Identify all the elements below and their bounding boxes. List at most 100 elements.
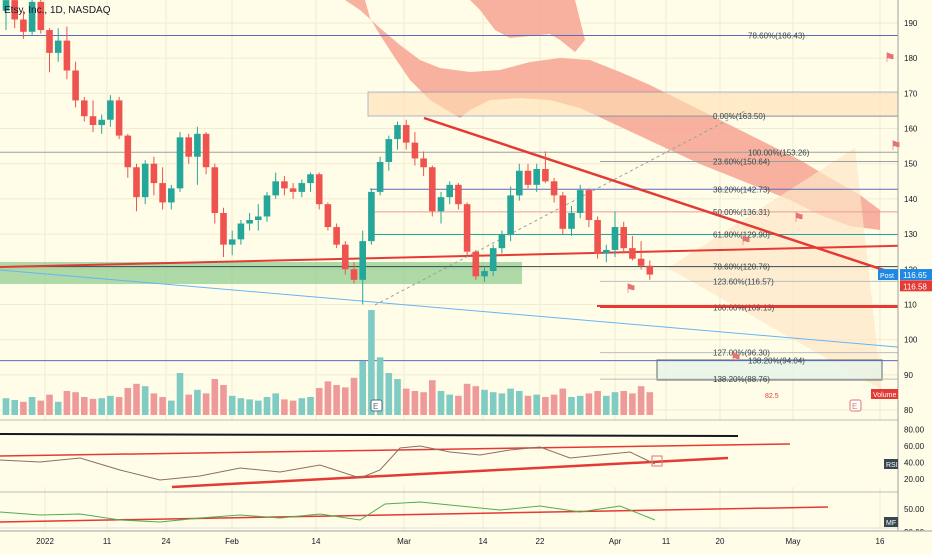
candle	[481, 267, 488, 282]
candle	[315, 172, 323, 210]
candle-body	[507, 195, 514, 235]
candle	[437, 191, 445, 224]
post-tag	[878, 269, 898, 281]
x-tick-label: 11	[662, 537, 671, 546]
candle	[350, 262, 358, 284]
x-tick-label: 2022	[36, 537, 54, 546]
volume-bar	[516, 391, 523, 415]
rsi-line	[0, 445, 656, 481]
candle	[220, 207, 227, 257]
candle-body	[455, 184, 462, 205]
y-tick-label: 160	[904, 125, 918, 134]
x-tick-label: Apr	[609, 537, 622, 546]
candle	[246, 212, 253, 231]
candle-body	[63, 40, 71, 71]
volume-value: 82.5	[765, 393, 779, 400]
support-zone	[0, 262, 522, 284]
candle-body	[402, 125, 410, 143]
volume-bar	[20, 401, 27, 415]
candle	[89, 100, 97, 133]
support-trend-line[interactable]	[0, 244, 932, 268]
x-tick-label: Mar	[397, 537, 411, 546]
y-tick-label: 90	[904, 371, 913, 380]
candle-body	[594, 220, 601, 254]
candle	[498, 230, 506, 254]
candle	[394, 121, 401, 150]
fib-level-label: 38.20%(142.73)	[713, 185, 770, 194]
flag-icon: ⚑	[890, 138, 902, 153]
flag-icon: ⚑	[740, 233, 752, 248]
y-tick-label: 110	[904, 300, 917, 309]
volume-bar	[324, 381, 332, 415]
x-tick-label: 20	[716, 537, 725, 546]
volume-bar	[159, 397, 166, 415]
candle	[298, 179, 306, 198]
volume-bar	[368, 310, 375, 415]
candle	[237, 220, 245, 245]
volume-bar	[72, 392, 79, 415]
candle-body	[646, 265, 654, 275]
volume-bar	[507, 388, 514, 415]
fib-level-label: 100.00%(153.26)	[748, 148, 810, 157]
candle-body	[350, 269, 358, 280]
volume-bar	[550, 394, 558, 415]
x-tick-label: 16	[876, 537, 885, 546]
time-axis[interactable]	[0, 531, 932, 550]
candle	[620, 221, 627, 254]
candle	[324, 202, 332, 231]
candle	[455, 183, 462, 210]
candle-body	[533, 169, 540, 185]
candle-body	[463, 204, 471, 252]
y-tick-label: 190	[904, 19, 918, 28]
candle	[255, 204, 262, 231]
ichimoku-cloud-upper	[470, 0, 585, 52]
fib-level-label: 78.60%(186.43)	[748, 32, 805, 41]
volume-bar	[611, 392, 619, 415]
candle	[646, 260, 654, 280]
candle	[281, 176, 288, 196]
candle-body	[620, 227, 627, 249]
rsi-marker[interactable]	[651, 455, 663, 467]
candle	[168, 184, 175, 210]
volume-bar	[342, 387, 349, 415]
candle-body	[429, 167, 436, 212]
candle	[272, 172, 279, 199]
mfi-tag	[884, 517, 898, 527]
candle-body	[550, 181, 558, 196]
earnings-marker[interactable]	[370, 399, 383, 412]
candle	[376, 156, 384, 196]
volume-bar	[168, 400, 175, 415]
volume-bar	[576, 395, 584, 415]
volume-bar	[620, 391, 627, 415]
earnings-marker-future[interactable]	[849, 399, 862, 412]
volume-bar	[89, 398, 97, 415]
y-tick-label: 80	[904, 406, 913, 415]
volume-bar	[141, 386, 149, 415]
mfi-trend-line	[0, 506, 829, 523]
candle	[507, 186, 514, 242]
volume-bar	[46, 394, 53, 415]
candle-body	[637, 258, 645, 266]
volume-bar	[559, 388, 567, 415]
candle-body	[576, 190, 584, 213]
volume-bar	[498, 393, 506, 415]
candle-body	[237, 223, 245, 240]
candle-body	[368, 191, 375, 242]
candle-body	[185, 137, 192, 157]
volume-bar	[594, 391, 601, 415]
long-trend-line[interactable]	[0, 269, 932, 351]
volume-bar	[176, 373, 184, 415]
candle-body	[446, 184, 453, 198]
volume-bar	[220, 385, 227, 415]
volume-bar	[472, 386, 480, 415]
volume-bar	[298, 398, 306, 415]
candle-body	[272, 181, 279, 196]
candle-body	[98, 119, 105, 126]
downtrend-line[interactable]	[423, 116, 932, 288]
volume-bar	[489, 392, 497, 415]
candle-body	[11, 0, 18, 20]
volume-bar	[376, 357, 384, 415]
candle	[411, 132, 419, 166]
